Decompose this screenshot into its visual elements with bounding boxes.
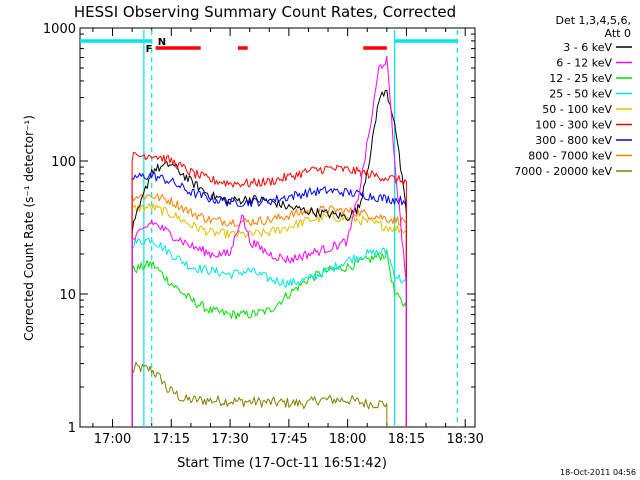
series-line xyxy=(131,237,407,427)
y-tick-label: 10 xyxy=(59,288,76,303)
series-line xyxy=(131,193,407,427)
series-line xyxy=(131,248,407,427)
legend-label: 6 - 12 keV xyxy=(556,57,612,70)
legend-label: 25 - 50 keV xyxy=(549,88,612,101)
plot-frame xyxy=(79,27,476,428)
footer-timestamp: 18-Oct-2011 04:56 xyxy=(560,468,636,477)
y-tick-label: 1000 xyxy=(43,22,76,37)
legend-header-line: Det 1,3,4,5,6, xyxy=(555,14,631,27)
x-tick-label: 17:30 xyxy=(211,432,248,447)
flag-label-f: F xyxy=(146,44,153,55)
y-tick-label: 1 xyxy=(68,421,76,436)
x-tick-label: 18:15 xyxy=(388,432,425,447)
legend-label: 12 - 25 keV xyxy=(549,72,612,85)
series-line xyxy=(131,55,407,427)
plot-area: 1 10 100 1000 17:00 17:15 17:30 17:45 18:00 18:15… xyxy=(43,22,484,447)
flag-label-n: N xyxy=(158,37,166,48)
x-tick-label: 17:15 xyxy=(153,432,190,447)
x-tick-label: 17:00 xyxy=(94,432,131,447)
legend-label: 100 - 300 keV xyxy=(535,119,612,132)
legend-label: 300 - 800 keV xyxy=(535,134,612,147)
series-line xyxy=(131,203,407,427)
series-line xyxy=(131,361,388,427)
series-line xyxy=(131,172,407,427)
legend: 3 - 6 keV 6 - 12 keV 12 - 25 keV 25 - 50 ke… xyxy=(514,41,632,178)
series-line xyxy=(131,89,407,427)
chart-title: HESSI Observing Summary Count Rates, Cor… xyxy=(74,3,456,21)
x-tick-label: 17:45 xyxy=(270,432,307,447)
legend-label: 3 - 6 keV xyxy=(563,41,612,54)
legend-label: 50 - 100 keV xyxy=(542,103,612,116)
legend-label: 7000 - 20000 keV xyxy=(514,165,612,178)
legend-label: 800 - 7000 keV xyxy=(528,150,612,163)
x-axis-label: Start Time (17-Oct-11 16:51:42) xyxy=(177,456,387,471)
x-tick-label: 18:00 xyxy=(329,432,366,447)
y-tick-label: 100 xyxy=(51,155,76,170)
legend-header-line: Att 0 xyxy=(605,27,631,40)
y-axis-label: Corrected Count Rate (s⁻¹ detector⁻¹) xyxy=(22,115,36,341)
x-tick-label: 18:30 xyxy=(446,432,483,447)
